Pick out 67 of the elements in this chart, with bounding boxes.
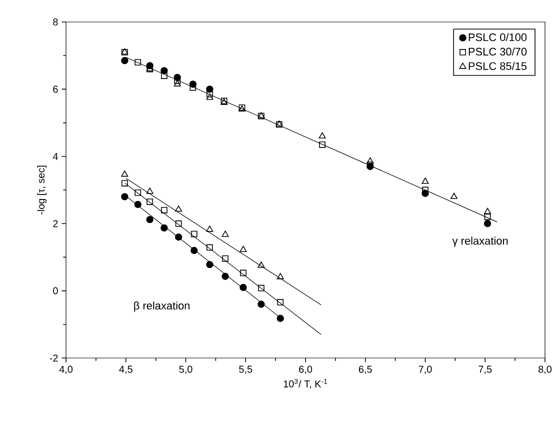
- point: [277, 299, 284, 306]
- point: [121, 193, 128, 200]
- point: [134, 200, 142, 208]
- legend-label: PSLC 30/70: [468, 48, 527, 56]
- point: [175, 220, 182, 227]
- point: [422, 178, 429, 184]
- point: [146, 188, 154, 194]
- x-tick-label: 5,5: [239, 366, 252, 374]
- annotation: γ relaxation: [452, 236, 508, 247]
- point: [276, 273, 284, 280]
- point: [190, 246, 198, 254]
- point: [222, 230, 229, 237]
- point: [240, 270, 246, 276]
- legend-label: PSLC 85/15: [468, 62, 527, 70]
- point: [319, 141, 326, 148]
- point: [206, 226, 214, 232]
- point: [175, 206, 182, 212]
- y-axis-title: -log [τ, sec]: [37, 166, 47, 215]
- point: [121, 180, 128, 186]
- point: [190, 84, 196, 91]
- point: [258, 262, 265, 268]
- point: [450, 192, 458, 199]
- x-tick-label: 7,0: [418, 366, 432, 374]
- x-tick-label: 5,0: [179, 366, 192, 374]
- annotation: β relaxation: [134, 301, 190, 312]
- point: [161, 206, 168, 214]
- y-tick-label: 2: [53, 220, 58, 228]
- point: [134, 189, 142, 196]
- x-tick-label: 4,0: [59, 366, 73, 374]
- point: [206, 244, 213, 251]
- point: [174, 233, 182, 241]
- legend-label: PSLC 0/100: [468, 33, 527, 42]
- point: [240, 246, 247, 252]
- point: [258, 300, 265, 308]
- point: [206, 94, 214, 100]
- x-tick-label: 7,5: [478, 366, 492, 374]
- point: [174, 80, 181, 86]
- point: [121, 57, 128, 64]
- point: [222, 272, 229, 280]
- point: [146, 216, 154, 224]
- y-tick-label: 4: [52, 152, 58, 160]
- point: [161, 72, 168, 79]
- point: [484, 220, 492, 228]
- point: [318, 132, 326, 138]
- y-tick-label: 8: [53, 18, 58, 26]
- y-tick-label: 6: [53, 86, 58, 93]
- x-tick-label: 8,0: [538, 366, 552, 374]
- x-axis-title: 10$^{3}$/ T, K$^{-1}$: [284, 378, 328, 389]
- point: [258, 284, 264, 292]
- point: [190, 230, 198, 238]
- point: [206, 261, 214, 268]
- x-tick-label: 6,0: [299, 366, 312, 374]
- y-tick-label: -2: [50, 354, 58, 362]
- point: [160, 224, 168, 232]
- point: [121, 170, 128, 177]
- point: [134, 59, 142, 66]
- point: [222, 255, 228, 262]
- x-tick-label: 4,5: [119, 366, 132, 374]
- point: [240, 284, 247, 292]
- point: [276, 314, 284, 322]
- point: [366, 157, 374, 164]
- y-tick-label: 0: [53, 287, 58, 294]
- point: [146, 198, 154, 205]
- point: [366, 162, 374, 168]
- point: [484, 208, 492, 214]
- x-tick-label: 6,5: [358, 366, 372, 374]
- point: [484, 214, 491, 220]
